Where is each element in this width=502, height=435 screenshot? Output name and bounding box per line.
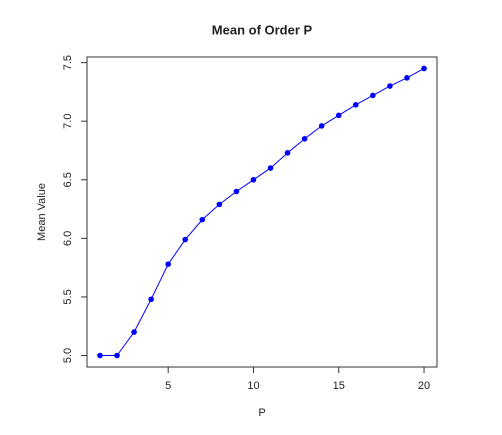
x-tick-label: 15 — [333, 380, 345, 392]
y-tick-label: 5.0 — [62, 348, 74, 363]
y-tick-label: 5.5 — [62, 289, 74, 304]
point — [199, 216, 206, 223]
plot-frame — [86, 56, 438, 368]
point — [233, 188, 240, 195]
point — [353, 102, 359, 108]
x-tick-label: 20 — [418, 380, 430, 392]
point — [267, 165, 274, 171]
chart-title: Mean of Order P — [212, 22, 313, 37]
point — [284, 150, 291, 156]
line — [99, 68, 425, 357]
point — [148, 296, 154, 303]
x-tick-label: 10 — [247, 380, 259, 392]
x-tick-label: 5 — [165, 380, 171, 392]
x-axis-label: P — [258, 407, 265, 419]
y-tick-label: 7.0 — [62, 114, 74, 129]
y-axis-label: Mean Value — [36, 183, 48, 241]
point — [131, 329, 137, 335]
y-tick-label: 7.5 — [62, 55, 74, 70]
point — [318, 123, 325, 129]
point — [97, 352, 103, 359]
point — [301, 135, 308, 142]
point — [370, 92, 376, 99]
point — [421, 65, 427, 72]
y-tick-label: 6.5 — [62, 172, 74, 187]
point — [250, 176, 257, 183]
point — [335, 112, 342, 119]
y-tick-label: 6.0 — [62, 231, 74, 246]
point — [182, 236, 189, 243]
point — [165, 261, 171, 267]
point — [387, 83, 393, 89]
point — [216, 201, 223, 208]
point — [404, 75, 410, 81]
point — [114, 352, 120, 359]
